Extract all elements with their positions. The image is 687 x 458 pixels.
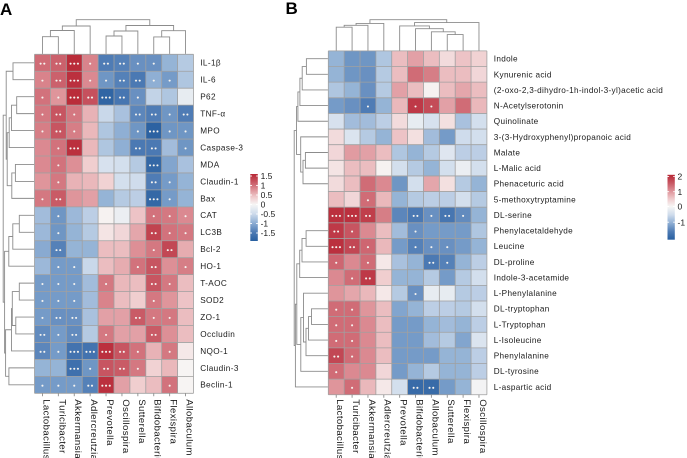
svg-text:DL-proline: DL-proline xyxy=(494,258,535,267)
svg-text:Allobaculum: Allobaculum xyxy=(429,399,440,456)
svg-text:3-(3-Hydroxyphenyl)propanoic a: 3-(3-Hydroxyphenyl)propanoic acid xyxy=(494,133,631,142)
svg-text:Indole: Indole xyxy=(494,55,518,64)
svg-text:1: 1 xyxy=(261,181,266,191)
svg-text:Claudin-1: Claudin-1 xyxy=(200,177,239,186)
svg-text:Sutterella: Sutterella xyxy=(445,399,456,444)
svg-text:Lactobacillus: Lactobacillus xyxy=(334,399,345,458)
svg-text:-1: -1 xyxy=(261,219,269,229)
svg-text:Turicibacter: Turicibacter xyxy=(350,399,361,454)
svg-text:TNF-α: TNF-α xyxy=(200,110,225,119)
svg-text:Phenylalanine: Phenylalanine xyxy=(494,352,549,361)
svg-text:MPO: MPO xyxy=(200,126,220,135)
svg-text:P62: P62 xyxy=(200,93,216,102)
svg-text:-1: -1 xyxy=(678,217,686,227)
svg-text:Oscillospira: Oscillospira xyxy=(477,399,488,454)
svg-text:DL-tryptophan: DL-tryptophan xyxy=(494,305,550,314)
svg-text:A: A xyxy=(0,0,12,19)
svg-text:IL-1β: IL-1β xyxy=(200,59,221,68)
svg-text:Adlercreutzia: Adlercreutzia xyxy=(88,399,99,458)
svg-text:(2-oxo-2,3-dihydro-1h-indol-3-: (2-oxo-2,3-dihydro-1h-indol-3-yl)acetic … xyxy=(494,86,663,95)
svg-text:N-Acetylserotonin: N-Acetylserotonin xyxy=(494,102,564,111)
svg-text:Sutterella: Sutterella xyxy=(136,399,147,444)
svg-text:Oscillospira: Oscillospira xyxy=(120,399,131,454)
svg-text:2: 2 xyxy=(678,172,683,182)
svg-text:0: 0 xyxy=(261,200,266,210)
svg-text:LC3B: LC3B xyxy=(200,228,222,237)
svg-text:Quinolinate: Quinolinate xyxy=(494,117,539,126)
svg-text:Bifidobacterium: Bifidobacterium xyxy=(413,399,424,458)
svg-text:L-aspartic acid: L-aspartic acid xyxy=(494,383,552,392)
svg-text:Prevotella: Prevotella xyxy=(104,399,115,446)
svg-text:Phenaceturic acid: Phenaceturic acid xyxy=(494,180,564,189)
svg-text:L-Malic acid: L-Malic acid xyxy=(494,164,541,173)
svg-text:T-AOC: T-AOC xyxy=(200,279,227,288)
svg-text:Occludin: Occludin xyxy=(200,330,235,339)
svg-text:Akkermansia: Akkermansia xyxy=(366,399,377,458)
svg-text:L-Tryptophan: L-Tryptophan xyxy=(494,320,546,329)
svg-text:HO-1: HO-1 xyxy=(200,262,221,271)
svg-text:DL-tyrosine: DL-tyrosine xyxy=(494,367,539,376)
svg-text:5-methoxytryptamine: 5-methoxytryptamine xyxy=(494,195,576,204)
svg-text:Flexispira: Flexispira xyxy=(461,399,472,444)
svg-text:Bifidobacterium: Bifidobacterium xyxy=(152,399,163,458)
svg-text:IL-6: IL-6 xyxy=(200,76,216,85)
svg-text:L-Phenylalanine: L-Phenylalanine xyxy=(494,289,557,298)
svg-text:Leucine: Leucine xyxy=(494,242,525,251)
svg-text:Caspase-3: Caspase-3 xyxy=(200,143,243,152)
svg-text:Akkermansia: Akkermansia xyxy=(72,399,83,458)
svg-text:1.5: 1.5 xyxy=(261,171,273,181)
svg-text:Allobaculum: Allobaculum xyxy=(183,399,194,456)
svg-text:Bcl-2: Bcl-2 xyxy=(200,245,221,254)
svg-text:B: B xyxy=(286,0,298,18)
svg-text:Bax: Bax xyxy=(200,194,215,203)
svg-text:DL-serine: DL-serine xyxy=(494,211,532,220)
svg-text:0.5: 0.5 xyxy=(261,190,273,200)
svg-text:Claudin-3: Claudin-3 xyxy=(200,364,239,373)
svg-text:Kynurenic acid: Kynurenic acid xyxy=(494,70,552,79)
svg-text:CAT: CAT xyxy=(200,211,217,220)
svg-text:Malate: Malate xyxy=(494,148,521,157)
svg-text:Turicibacter: Turicibacter xyxy=(56,399,67,454)
svg-text:Adlercreutzia: Adlercreutzia xyxy=(382,399,393,458)
svg-text:0: 0 xyxy=(678,202,683,212)
svg-text:MDA: MDA xyxy=(200,160,220,169)
svg-text:NQO-1: NQO-1 xyxy=(200,347,228,356)
svg-text:ZO-1: ZO-1 xyxy=(200,313,220,322)
svg-text:SOD2: SOD2 xyxy=(200,296,224,305)
svg-text:1: 1 xyxy=(678,187,683,197)
svg-text:L-Isoleucine: L-Isoleucine xyxy=(494,336,542,345)
svg-text:Indole-3-acetamide: Indole-3-acetamide xyxy=(494,273,570,282)
svg-text:Lactobacillus: Lactobacillus xyxy=(40,399,51,458)
svg-text:Beclin-1: Beclin-1 xyxy=(200,381,233,390)
svg-text:Prevotella: Prevotella xyxy=(398,399,409,446)
svg-text:Phenylacetaldehyde: Phenylacetaldehyde xyxy=(494,227,573,236)
svg-text:-0.5: -0.5 xyxy=(261,209,276,219)
svg-text:-1.5: -1.5 xyxy=(261,228,276,238)
svg-text:Flexispira: Flexispira xyxy=(168,399,179,444)
